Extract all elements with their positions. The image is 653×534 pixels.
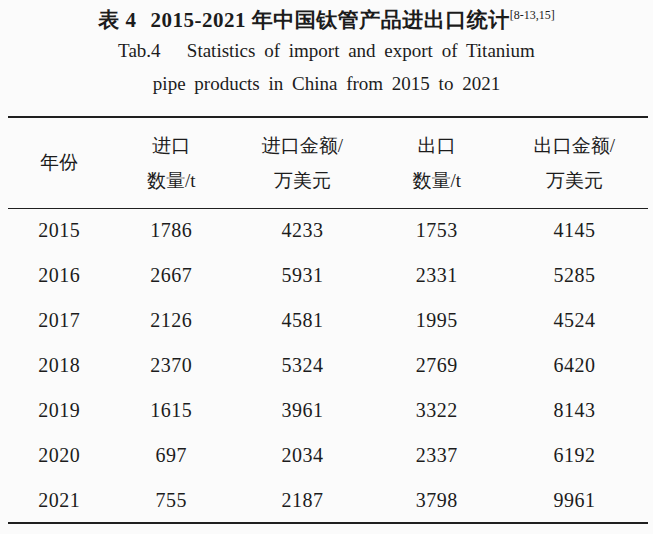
export-value-cell: 8143 — [501, 388, 648, 433]
import-qty-cell: 2126 — [110, 298, 232, 343]
export-qty-cell: 3798 — [373, 478, 501, 523]
export-qty-cell: 2331 — [373, 253, 501, 298]
table-body: 2015 1786 4233 1753 4145 2016 2667 5931 … — [8, 208, 648, 523]
export-value-cell: 6192 — [501, 433, 648, 478]
table-header: 年份 进口 数量/t 进口金额/ 万美元 出口 数量/t 出口金额/ 万美元 — [8, 117, 648, 208]
table-row: 2016 2667 5931 2331 5285 — [8, 253, 648, 298]
table-caption-zh: 表 4 2015-2021 年中国钛管产品进出口统计[8-13,15] — [0, 6, 653, 34]
import-qty-cell: 2667 — [110, 253, 232, 298]
header-import-value: 进口金额/ 万美元 — [232, 117, 373, 208]
import-value-cell: 2187 — [232, 478, 373, 523]
year-cell: 2018 — [8, 343, 110, 388]
export-value-cell: 5285 — [501, 253, 648, 298]
export-qty-cell: 1995 — [373, 298, 501, 343]
import-export-table: 年份 进口 数量/t 进口金额/ 万美元 出口 数量/t 出口金额/ 万美元 — [8, 116, 648, 524]
import-qty-cell: 755 — [110, 478, 232, 523]
header-import-qty-line1: 进口 — [110, 128, 232, 163]
year-cell: 2016 — [8, 253, 110, 298]
table-caption-zh-label: 表 4 — [98, 8, 136, 32]
table-header-row: 年份 进口 数量/t 进口金额/ 万美元 出口 数量/t 出口金额/ 万美元 — [8, 117, 648, 208]
export-qty-cell: 1753 — [373, 208, 501, 253]
import-qty-cell: 1615 — [110, 388, 232, 433]
header-export-value: 出口金额/ 万美元 — [501, 117, 648, 208]
import-qty-cell: 2370 — [110, 343, 232, 388]
header-export-qty-line2: 数量/t — [373, 163, 501, 198]
citation-superscript: [8-13,15] — [510, 8, 555, 22]
import-qty-cell: 697 — [110, 433, 232, 478]
import-value-cell: 5931 — [232, 253, 373, 298]
export-value-cell: 9961 — [501, 478, 648, 523]
table-row: 2019 1615 3961 3322 8143 — [8, 388, 648, 433]
year-cell: 2021 — [8, 478, 110, 523]
header-import-qty: 进口 数量/t — [110, 117, 232, 208]
header-export-value-line2: 万美元 — [501, 163, 648, 198]
import-value-cell: 3961 — [232, 388, 373, 433]
table-row: 2015 1786 4233 1753 4145 — [8, 208, 648, 253]
year-cell: 2017 — [8, 298, 110, 343]
table-caption-en-line1: Tab.4 Statistics of import and export of… — [0, 34, 653, 67]
header-export-qty-line1: 出口 — [373, 128, 501, 163]
header-import-value-line1: 进口金额/ — [232, 128, 373, 163]
export-value-cell: 6420 — [501, 343, 648, 388]
header-import-qty-line2: 数量/t — [110, 163, 232, 198]
table-row: 2021 755 2187 3798 9961 — [8, 478, 648, 523]
paper-page: 表 4 2015-2021 年中国钛管产品进出口统计[8-13,15] Tab.4… — [0, 0, 653, 534]
header-year-label: 年份 — [8, 145, 110, 180]
import-value-cell: 5324 — [232, 343, 373, 388]
export-value-cell: 4524 — [501, 298, 648, 343]
year-cell: 2019 — [8, 388, 110, 433]
header-export-value-line1: 出口金额/ — [501, 128, 648, 163]
header-year: 年份 — [8, 117, 110, 208]
export-qty-cell: 3322 — [373, 388, 501, 433]
export-qty-cell: 2769 — [373, 343, 501, 388]
year-cell: 2020 — [8, 433, 110, 478]
table-caption-en-line2: pipe products in China from 2015 to 2021 — [0, 67, 653, 100]
header-import-value-line2: 万美元 — [232, 163, 373, 198]
table-row: 2017 2126 4581 1995 4524 — [8, 298, 648, 343]
table-row: 2020 697 2034 2337 6192 — [8, 433, 648, 478]
import-value-cell: 4233 — [232, 208, 373, 253]
table-caption-zh-text: 2015-2021 年中国钛管产品进出口统计 — [151, 8, 510, 32]
export-qty-cell: 2337 — [373, 433, 501, 478]
import-value-cell: 4581 — [232, 298, 373, 343]
header-export-qty: 出口 数量/t — [373, 117, 501, 208]
import-qty-cell: 1786 — [110, 208, 232, 253]
table-row: 2018 2370 5324 2769 6420 — [8, 343, 648, 388]
year-cell: 2015 — [8, 208, 110, 253]
import-value-cell: 2034 — [232, 433, 373, 478]
export-value-cell: 4145 — [501, 208, 648, 253]
